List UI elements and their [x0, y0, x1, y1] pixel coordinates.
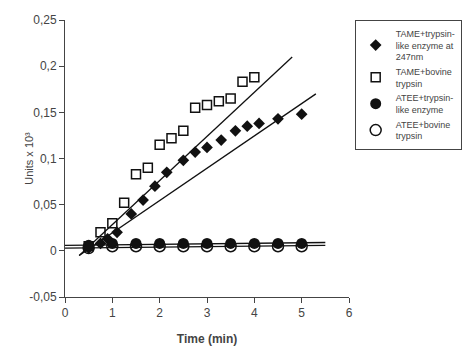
svg-text:ATEE+bovinetrypsin: ATEE+bovinetrypsin	[396, 120, 451, 142]
svg-text:-0,05: -0,05	[29, 290, 57, 304]
svg-text:TAME+bovinetrypsin: TAME+bovinetrypsin	[396, 67, 452, 89]
svg-text:3: 3	[204, 306, 211, 320]
svg-text:1: 1	[109, 306, 116, 320]
svg-text:0: 0	[50, 244, 57, 258]
svg-text:0,05: 0,05	[33, 198, 57, 212]
svg-text:0,1: 0,1	[40, 152, 57, 166]
svg-text:6: 6	[346, 306, 353, 320]
svg-text:0,15: 0,15	[33, 106, 57, 120]
svg-text:2: 2	[156, 306, 163, 320]
svg-text:4: 4	[251, 306, 258, 320]
svg-text:TAME+trypsin-like enzyme at247: TAME+trypsin-like enzyme at247nm	[396, 29, 455, 62]
svg-text:Time (min): Time (min)	[177, 332, 237, 346]
svg-text:0,25: 0,25	[33, 13, 57, 27]
svg-text:0,2: 0,2	[40, 59, 57, 73]
svg-text:0: 0	[62, 306, 69, 320]
svg-text:ATEE+trypsin-like enzyme: ATEE+trypsin-like enzyme	[396, 93, 454, 115]
svg-text:5: 5	[298, 306, 305, 320]
svg-text:Units x 10³: Units x 10³	[23, 132, 35, 185]
